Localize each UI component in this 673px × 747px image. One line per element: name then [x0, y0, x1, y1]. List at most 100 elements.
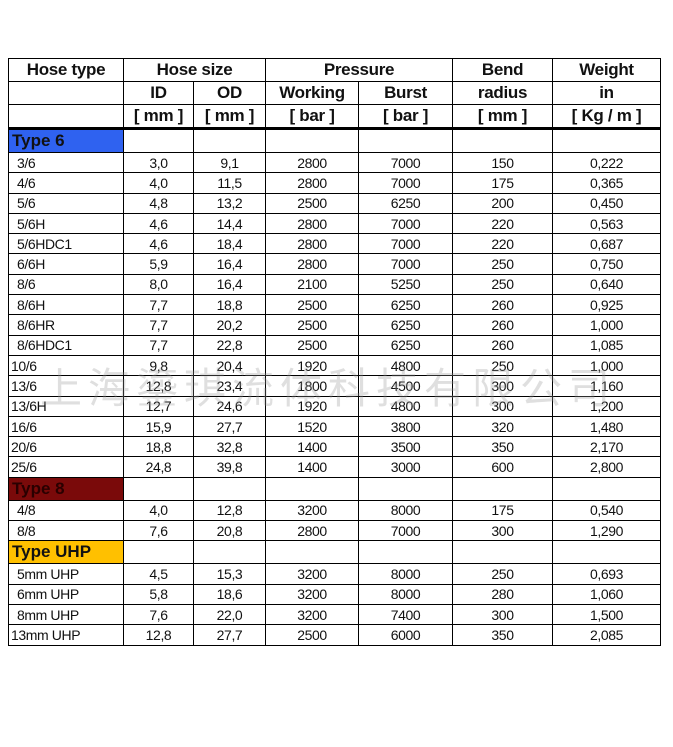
cell-burst-pressure: 7000	[358, 151, 454, 174]
header-row-1: Hose type Hose size Pressure Bend Weight	[8, 58, 662, 82]
cell-working-pressure: 2500	[265, 334, 360, 356]
table-row: 10/6 9,8 20,4 1920 4800 250 1,000	[8, 354, 662, 377]
group-label: Type UHP	[8, 540, 124, 565]
cell-bend-radius: 280	[452, 583, 554, 605]
cell-working-pressure: 1520	[265, 415, 360, 438]
cell-bend-radius: 260	[452, 294, 554, 316]
unit-cell	[8, 104, 124, 130]
cell-od: 27,7	[192, 415, 267, 438]
hose-spec-table: Hose type Hose size Pressure Bend Weight…	[8, 58, 662, 646]
table-row: 5/6 4,8 13,2 2500 6250 200 0,450	[8, 192, 662, 214]
cell-burst-pressure: 6250	[358, 192, 454, 214]
cell-weight: 0,925	[552, 294, 662, 316]
empty-cell	[265, 128, 360, 153]
header-weight: Weight	[552, 58, 662, 82]
cell-id: 12,8	[123, 375, 194, 397]
cell-working-pressure: 1400	[265, 456, 360, 478]
cell-od: 18,6	[192, 583, 267, 605]
cell-bend-radius: 220	[452, 233, 554, 255]
cell-od: 14,4	[192, 212, 267, 235]
unit-weight: [ Kg / m ]	[552, 104, 662, 130]
header-bend: Bend	[452, 58, 554, 82]
group-header-row: Type 8	[8, 476, 662, 501]
header-od: OD	[192, 81, 267, 105]
cell-od: 15,3	[192, 563, 267, 585]
cell-hose-type: 20/6	[8, 436, 124, 458]
empty-cell	[358, 540, 454, 565]
cell-hose-type: 13/6	[8, 375, 124, 397]
cell-weight: 0,365	[552, 172, 662, 194]
unit-id: [ mm ]	[123, 104, 194, 130]
cell-od: 22,0	[192, 603, 267, 626]
cell-weight: 0,640	[552, 273, 662, 296]
empty-cell	[552, 540, 662, 565]
table-row: 4/8 4,0 12,8 3200 8000 175 0,540	[8, 499, 662, 522]
cell-id: 7,7	[123, 334, 194, 356]
cell-od: 12,8	[192, 499, 267, 522]
cell-burst-pressure: 6250	[358, 314, 454, 336]
cell-burst-pressure: 8000	[358, 583, 454, 605]
unit-working: [ bar ]	[265, 104, 360, 130]
cell-burst-pressure: 5250	[358, 273, 454, 296]
cell-burst-pressure: 3000	[358, 456, 454, 478]
cell-bend-radius: 260	[452, 314, 554, 336]
cell-hose-type: 6mm UHP	[8, 583, 124, 605]
cell-hose-type: 25/6	[8, 456, 124, 478]
cell-bend-radius: 300	[452, 603, 554, 626]
cell-hose-type: 3/6	[8, 151, 124, 174]
table-row: 13mm UHP 12,8 27,7 2500 6000 350 2,085	[8, 624, 662, 646]
cell-working-pressure: 2800	[265, 172, 360, 194]
cell-od: 24,6	[192, 395, 267, 417]
cell-id: 9,8	[123, 354, 194, 377]
cell-od: 39,8	[192, 456, 267, 478]
cell-id: 4,5	[123, 563, 194, 585]
cell-hose-type: 4/6	[8, 172, 124, 194]
cell-bend-radius: 600	[452, 456, 554, 478]
cell-hose-type: 8mm UHP	[8, 603, 124, 626]
header-burst: Burst	[358, 81, 454, 105]
group-header-row: Type 6	[8, 128, 662, 153]
table-row: 8/6HR 7,7 20,2 2500 6250 260 1,000	[8, 314, 662, 336]
cell-burst-pressure: 6250	[358, 294, 454, 316]
cell-weight: 0,687	[552, 233, 662, 255]
cell-burst-pressure: 3500	[358, 436, 454, 458]
empty-cell	[192, 128, 267, 153]
table-row: 25/6 24,8 39,8 1400 3000 600 2,800	[8, 456, 662, 478]
cell-bend-radius: 350	[452, 624, 554, 646]
cell-working-pressure: 3200	[265, 583, 360, 605]
cell-id: 5,9	[123, 253, 194, 275]
cell-od: 9,1	[192, 151, 267, 174]
table-row: 8/8 7,6 20,8 2800 7000 300 1,290	[8, 520, 662, 542]
table-row: 8mm UHP 7,6 22,0 3200 7400 300 1,500	[8, 603, 662, 626]
cell-bend-radius: 150	[452, 151, 554, 174]
cell-hose-type: 16/6	[8, 415, 124, 438]
cell-hose-type: 13/6H	[8, 395, 124, 417]
empty-cell	[123, 540, 194, 565]
cell-od: 13,2	[192, 192, 267, 214]
header-row-units: [ mm ] [ mm ] [ bar ] [ bar ] [ mm ] [ K…	[8, 104, 662, 130]
table-row: 13/6H 12,7 24,6 1920 4800 300 1,200	[8, 395, 662, 417]
cell-hose-type: 5/6	[8, 192, 124, 214]
cell-id: 15,9	[123, 415, 194, 438]
cell-hose-type: 8/6HDC1	[8, 334, 124, 356]
cell-od: 22,8	[192, 334, 267, 356]
cell-hose-type: 8/6HR	[8, 314, 124, 336]
cell-bend-radius: 175	[452, 499, 554, 522]
cell-weight: 2,170	[552, 436, 662, 458]
cell-id: 7,7	[123, 314, 194, 336]
cell-working-pressure: 2100	[265, 273, 360, 296]
cell-weight: 2,085	[552, 624, 662, 646]
cell-od: 32,8	[192, 436, 267, 458]
cell-id: 4,0	[123, 172, 194, 194]
cell-od: 18,4	[192, 233, 267, 255]
cell-id: 18,8	[123, 436, 194, 458]
cell-bend-radius: 350	[452, 436, 554, 458]
empty-cell	[358, 128, 454, 153]
table-row: 5/6HDC1 4,6 18,4 2800 7000 220 0,687	[8, 233, 662, 255]
cell-bend-radius: 175	[452, 172, 554, 194]
cell-working-pressure: 2500	[265, 314, 360, 336]
empty-cell	[552, 128, 662, 153]
cell-weight: 1,500	[552, 603, 662, 626]
cell-weight: 1,290	[552, 520, 662, 542]
cell-weight: 1,060	[552, 583, 662, 605]
